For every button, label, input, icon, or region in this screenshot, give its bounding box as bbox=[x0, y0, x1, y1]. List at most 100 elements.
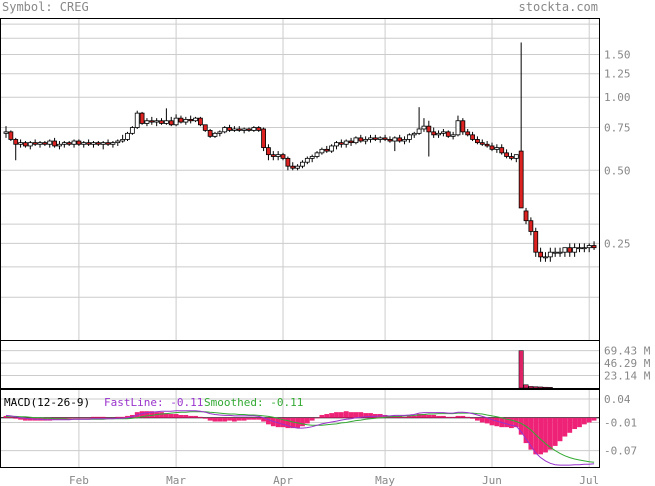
macd-histogram-bar bbox=[402, 416, 407, 418]
macd-series bbox=[1, 410, 599, 466]
macd-histogram-bar bbox=[319, 414, 325, 418]
candle-body bbox=[207, 130, 213, 137]
macd-histogram-bar bbox=[183, 414, 189, 418]
macd-histogram-bar bbox=[567, 417, 573, 433]
candle-body bbox=[163, 120, 169, 124]
macd-histogram-bar bbox=[207, 417, 213, 421]
candle-body bbox=[421, 125, 427, 130]
candle-body bbox=[309, 156, 315, 159]
candle-body bbox=[324, 148, 330, 152]
axis-labels: Feb Mar Apr May Jun Jul 1.50 1.25 1.00 0.75 0.50 0.… bbox=[69, 48, 651, 486]
candle-body bbox=[71, 140, 77, 145]
macd-histogram-bar bbox=[163, 413, 169, 418]
macd-histogram-bar bbox=[411, 415, 417, 418]
candle-body bbox=[557, 251, 563, 254]
candle-body bbox=[144, 120, 150, 124]
candle-body bbox=[329, 145, 335, 152]
candle-body bbox=[212, 132, 218, 137]
macd-histogram-bar bbox=[8, 416, 14, 418]
macd-smoothed-label: Smoothed: -0.11 bbox=[204, 396, 303, 409]
candle-body bbox=[591, 245, 597, 249]
macd-histogram-bar bbox=[547, 417, 553, 450]
volume-bar bbox=[518, 350, 524, 389]
candle-body bbox=[533, 231, 539, 253]
macd-histogram-bar bbox=[232, 417, 237, 422]
candle-body bbox=[18, 142, 23, 145]
macd-histogram-bar bbox=[518, 417, 524, 435]
x-tick-label: Apr bbox=[273, 474, 293, 486]
macd-fastline-label: FastLine: -0.11 bbox=[104, 396, 203, 409]
y-tick-label: 1.50 bbox=[604, 48, 631, 61]
candle-body bbox=[406, 134, 412, 140]
macd-histogram-bar bbox=[416, 414, 422, 418]
macd-histogram-bar bbox=[125, 415, 130, 418]
candle-body bbox=[42, 142, 48, 145]
macd-histogram-bar bbox=[445, 416, 451, 418]
volume-panel bbox=[0, 340, 600, 389]
macd-histogram-bar bbox=[421, 414, 427, 418]
candle-body bbox=[47, 140, 53, 145]
macd-histogram-bar bbox=[149, 411, 155, 418]
macd-histogram-bar bbox=[23, 417, 28, 421]
macd-histogram-bar bbox=[120, 416, 126, 418]
candle-body bbox=[358, 137, 364, 142]
macd-histogram-bar bbox=[198, 416, 203, 418]
candle-body bbox=[489, 145, 495, 150]
x-tick-label: Feb bbox=[69, 474, 89, 486]
candle-body bbox=[37, 142, 43, 145]
candle-body bbox=[13, 139, 19, 145]
candle-body bbox=[236, 128, 242, 131]
x-tick-label: Jun bbox=[482, 474, 502, 486]
macd-histogram-bar bbox=[290, 417, 296, 429]
macd-histogram-bar bbox=[504, 417, 509, 428]
macd-histogram-bar bbox=[494, 417, 500, 427]
macd-histogram-bar bbox=[577, 417, 582, 428]
candle-body bbox=[475, 139, 480, 144]
candle-body bbox=[484, 143, 490, 147]
candle-body bbox=[120, 139, 126, 142]
volume-bar bbox=[523, 384, 529, 389]
candle-body bbox=[392, 137, 398, 142]
candle-body bbox=[159, 120, 164, 124]
macd-histogram-bar bbox=[431, 414, 437, 418]
candle-body bbox=[100, 142, 106, 145]
macd-histogram-bar bbox=[246, 417, 252, 420]
macd-fast-line bbox=[5, 410, 595, 466]
candle-body bbox=[436, 132, 441, 136]
candle-body bbox=[523, 210, 529, 222]
candle-body bbox=[552, 251, 558, 254]
macd-histogram-bar bbox=[178, 414, 184, 418]
macd-histogram-bar bbox=[95, 416, 101, 418]
macd-histogram-bar bbox=[348, 412, 354, 418]
macd-histogram-bar bbox=[329, 413, 335, 418]
macd-histogram-bar bbox=[538, 417, 543, 455]
macd-histogram-bar bbox=[581, 417, 587, 425]
candle-body bbox=[586, 245, 592, 249]
candle-body bbox=[81, 142, 87, 145]
macd-histogram-bar bbox=[353, 412, 359, 418]
candle-body bbox=[387, 139, 393, 142]
candle-body bbox=[241, 128, 247, 131]
brand-label: stockta.com bbox=[519, 0, 598, 14]
candle-body bbox=[295, 165, 301, 169]
candle-body bbox=[426, 125, 432, 133]
candle-body bbox=[382, 137, 388, 140]
candle-body bbox=[513, 154, 519, 159]
candle-body bbox=[193, 117, 198, 122]
macd-tick-label: 0.04 bbox=[604, 393, 631, 406]
candle-body bbox=[227, 127, 232, 131]
macd-histogram-bar bbox=[523, 417, 529, 444]
candle-body bbox=[222, 127, 228, 133]
volume-bar bbox=[547, 387, 553, 389]
candle-body bbox=[183, 119, 189, 123]
candle-body bbox=[363, 139, 369, 142]
candle-body bbox=[577, 247, 582, 250]
volume-bar bbox=[528, 386, 534, 389]
macd-smoothed-line bbox=[6, 411, 595, 463]
macd-histogram-bar bbox=[42, 417, 48, 421]
candle-body bbox=[52, 140, 57, 147]
candle-body bbox=[23, 142, 28, 147]
candle-body bbox=[115, 140, 121, 144]
candle-body bbox=[280, 154, 286, 159]
